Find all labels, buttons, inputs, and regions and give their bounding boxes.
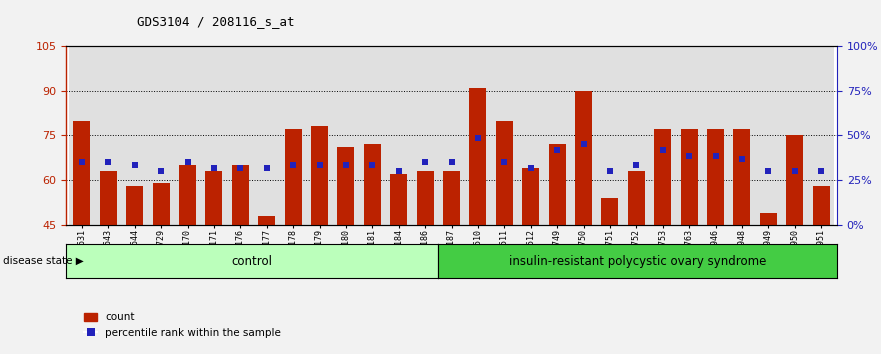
Bar xyxy=(412,46,439,225)
Legend: count, percentile rank within the sample: count, percentile rank within the sample xyxy=(80,308,285,342)
Bar xyxy=(386,46,412,225)
Bar xyxy=(337,147,354,354)
Bar xyxy=(122,46,148,225)
Bar xyxy=(570,46,596,225)
Bar xyxy=(781,46,808,225)
Bar xyxy=(152,183,170,354)
Bar xyxy=(549,144,566,354)
Bar xyxy=(733,130,751,354)
Bar xyxy=(759,213,777,354)
Bar xyxy=(496,120,513,354)
Bar xyxy=(676,46,702,225)
Bar xyxy=(73,120,91,354)
Bar xyxy=(602,198,618,354)
Bar xyxy=(439,46,464,225)
Bar xyxy=(443,171,460,354)
Bar xyxy=(575,91,592,354)
Bar xyxy=(148,46,174,225)
Bar xyxy=(69,46,95,225)
Bar xyxy=(254,46,280,225)
Bar xyxy=(417,171,433,354)
Bar xyxy=(702,46,729,225)
Text: insulin-resistant polycystic ovary syndrome: insulin-resistant polycystic ovary syndr… xyxy=(509,255,766,268)
Bar xyxy=(307,46,333,225)
Bar xyxy=(491,46,517,225)
Bar xyxy=(201,46,227,225)
Bar xyxy=(280,46,307,225)
Bar xyxy=(623,46,649,225)
Bar xyxy=(522,168,539,354)
Bar xyxy=(544,46,570,225)
Bar xyxy=(174,46,201,225)
Bar xyxy=(359,46,386,225)
Bar xyxy=(126,186,144,354)
Bar xyxy=(390,174,407,354)
Bar xyxy=(364,144,381,354)
Bar xyxy=(755,46,781,225)
Bar xyxy=(680,130,698,354)
Text: disease state ▶: disease state ▶ xyxy=(3,256,84,266)
Bar xyxy=(311,126,328,354)
Bar xyxy=(258,216,275,354)
Bar xyxy=(786,135,803,354)
Bar xyxy=(729,46,755,225)
Bar xyxy=(808,46,834,225)
Bar xyxy=(232,165,249,354)
Bar xyxy=(654,130,671,354)
Bar xyxy=(628,171,645,354)
Bar xyxy=(517,46,544,225)
Bar xyxy=(179,165,196,354)
Bar xyxy=(285,130,301,354)
Text: control: control xyxy=(232,255,272,268)
Bar xyxy=(464,46,491,225)
Bar xyxy=(812,186,830,354)
Bar xyxy=(100,171,117,354)
Bar xyxy=(205,171,223,354)
Bar xyxy=(95,46,122,225)
Bar xyxy=(596,46,623,225)
Bar xyxy=(707,130,724,354)
Text: GDS3104 / 208116_s_at: GDS3104 / 208116_s_at xyxy=(137,15,294,28)
Bar xyxy=(649,46,676,225)
Bar xyxy=(227,46,254,225)
Bar xyxy=(333,46,359,225)
Bar xyxy=(470,88,486,354)
